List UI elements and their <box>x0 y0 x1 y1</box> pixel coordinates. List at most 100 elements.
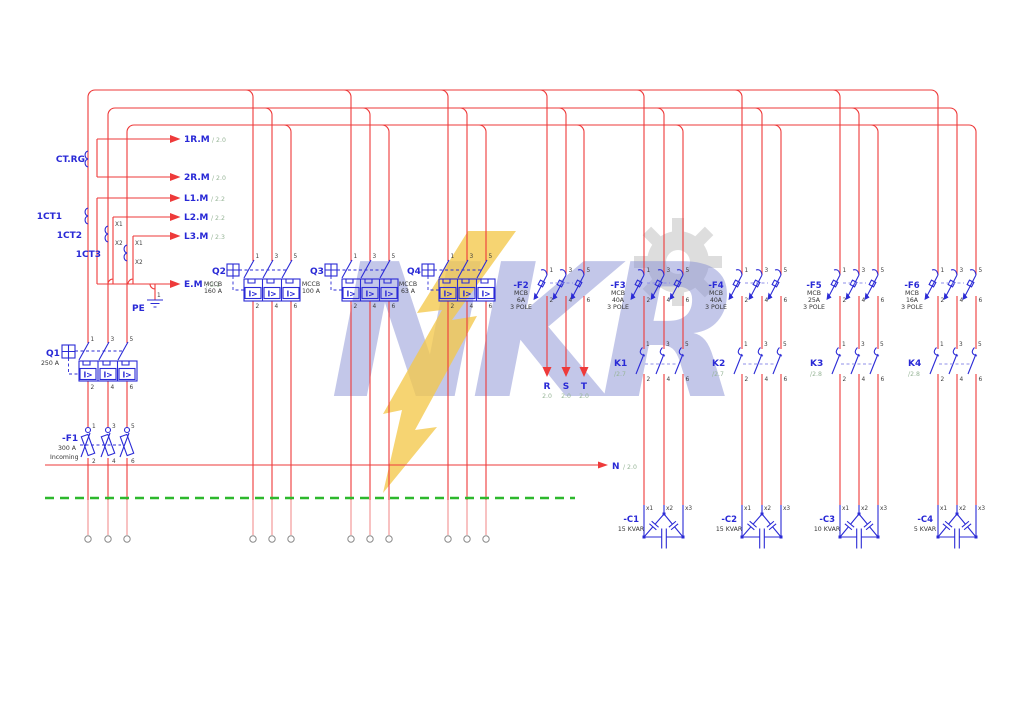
ct-label: 1CT3 <box>76 250 101 260</box>
terminal-number: x1 <box>842 506 849 512</box>
terminal-number: 5 <box>130 337 134 343</box>
capacitor-c3: -C3 10 KVAR x1 x2 x3 <box>814 505 887 549</box>
terminals: x1 x2 x3 <box>842 506 887 512</box>
capacitor-label: -C4 <box>917 515 933 525</box>
terminal-number: I> <box>481 290 490 299</box>
ground-icon <box>147 299 163 308</box>
terminal-number: x2 <box>861 506 868 512</box>
terminals: 1 3 5 <box>256 254 298 260</box>
ct-terminal: X2 <box>115 241 123 247</box>
breaker-rating: 250 A <box>41 360 60 367</box>
terminal-number: x3 <box>685 506 692 512</box>
neutral-ref: / 2.0 <box>623 464 637 471</box>
contactor-label: K4 <box>908 359 921 369</box>
mcb-type: MCB <box>709 290 723 297</box>
mcb-poles: 3 POLE <box>901 304 923 311</box>
meter-ref: / 2.1 <box>206 282 220 289</box>
terminal-number: x1 <box>940 506 947 512</box>
f1-terminals-top: 1 3 5 <box>92 424 135 430</box>
terminal-number: 3 <box>275 254 279 260</box>
meter-label: 2R.M <box>184 173 210 183</box>
terminal-number: 1 <box>92 424 96 430</box>
breaker-type: MCCB <box>204 281 222 288</box>
trip-units: I> I> I> <box>443 290 490 299</box>
meter-label: 1R.M <box>184 135 210 145</box>
q1-terminals-bottom: 2 4 6 <box>91 385 134 391</box>
breaker-rating: 100 A <box>302 288 321 295</box>
contactor-k4: K4 /2.8 1 3 5 2 4 6 <box>908 342 983 383</box>
terminal-number: 1 <box>256 254 260 260</box>
terminal-number: 1 <box>940 342 944 348</box>
switch-label: -F1 <box>62 434 78 444</box>
terminal-number: 1 <box>354 254 358 260</box>
terminals: 2 4 6 <box>843 377 885 383</box>
q1-trip-units: I> I> I> <box>83 371 131 380</box>
terminal-number: 4 <box>111 385 115 391</box>
terminals: x1 x2 x3 <box>744 506 790 512</box>
contactor-label: K3 <box>810 359 823 369</box>
arrow-icon <box>170 194 181 202</box>
capacitor-rating: 15 KVAR <box>716 526 743 533</box>
switch-rating: 300 A <box>58 445 77 452</box>
terminal-number: 6 <box>686 298 690 304</box>
incoming-switch-f1: -F1 300 A Incoming 1 3 5 2 4 6 <box>50 424 135 465</box>
terminal-number: 2 <box>647 377 651 383</box>
terminal-number: 3 <box>112 424 116 430</box>
mcb-rating: 6A <box>517 297 526 304</box>
meter-label: L3.M <box>184 232 208 242</box>
terminal-number: 1 <box>550 268 554 274</box>
arrow-right-icon <box>598 461 608 469</box>
terminal-number: 5 <box>392 254 396 260</box>
terminal-number: 2 <box>550 298 554 304</box>
terminal-number: I> <box>286 290 295 299</box>
ct-symbols <box>84 150 128 262</box>
breaker-type: MCCB <box>302 281 320 288</box>
terminals: 1 3 5 <box>843 268 885 274</box>
mcb-poles: 3 POLE <box>705 304 727 311</box>
capacitor-label: -C2 <box>721 515 737 525</box>
terminal-number: 4 <box>373 304 377 310</box>
breaker-label: Q1 <box>46 349 60 359</box>
terminal-number: 4 <box>862 377 866 383</box>
terminals: 1 3 5 <box>646 342 689 348</box>
terminal-number: 4 <box>667 298 671 304</box>
mcb-poles: 3 POLE <box>803 304 825 311</box>
current-transformers: CT.RG 1CT1 1CT2 1CT3 X1 X2 X1 X2 <box>37 150 143 266</box>
mcb-f3: -F3 MCB 40A 3 POLE 1 3 5 2 4 6 <box>607 268 689 311</box>
contactor-k1: K1 /2.7 1 3 5 2 4 6 <box>614 342 690 383</box>
terminal-number: 4 <box>569 298 573 304</box>
terminals: 1 3 5 <box>354 254 396 260</box>
terminals: 1 3 5 <box>745 268 788 274</box>
meter-ref: / 2.3 <box>211 234 225 241</box>
terminal-number: 5 <box>979 268 983 274</box>
mcb-label: -F6 <box>904 281 919 291</box>
watermark: NKR <box>330 218 743 493</box>
terminal-number: I> <box>122 371 131 380</box>
terminals: 1 3 5 <box>941 268 983 274</box>
terminal-number: I> <box>365 290 374 299</box>
contactor-ref: /2.8 <box>810 371 822 378</box>
terminal-number: 2 <box>92 459 96 465</box>
terminal-number: 3 <box>111 337 115 343</box>
neutral-label: N <box>612 462 620 472</box>
terminal-number: 6 <box>686 377 690 383</box>
breaker-label: Q2 <box>212 267 226 277</box>
phase-label: T <box>581 382 588 392</box>
contactor-ref: /2.7 <box>614 371 626 378</box>
terminal-number: x2 <box>959 506 966 512</box>
terminal-number: I> <box>83 371 92 380</box>
contactor-label: K2 <box>712 359 725 369</box>
terminals: x1 x2 x3 <box>646 506 692 512</box>
terminal-number: 5 <box>880 342 884 348</box>
terminal-number: 6 <box>784 377 788 383</box>
terminal-number: 5 <box>489 254 493 260</box>
terminal-number: x3 <box>880 506 887 512</box>
phase-ref: 2.0 <box>561 393 571 400</box>
terminal-number: 6 <box>784 298 788 304</box>
breaker-label: Q4 <box>407 267 421 277</box>
lightning-icon <box>383 231 516 493</box>
terminal-number: 2 <box>941 298 945 304</box>
terminals: 1 3 5 <box>647 268 690 274</box>
terminal-number: 2 <box>843 298 847 304</box>
contactor-label: K1 <box>614 359 627 369</box>
